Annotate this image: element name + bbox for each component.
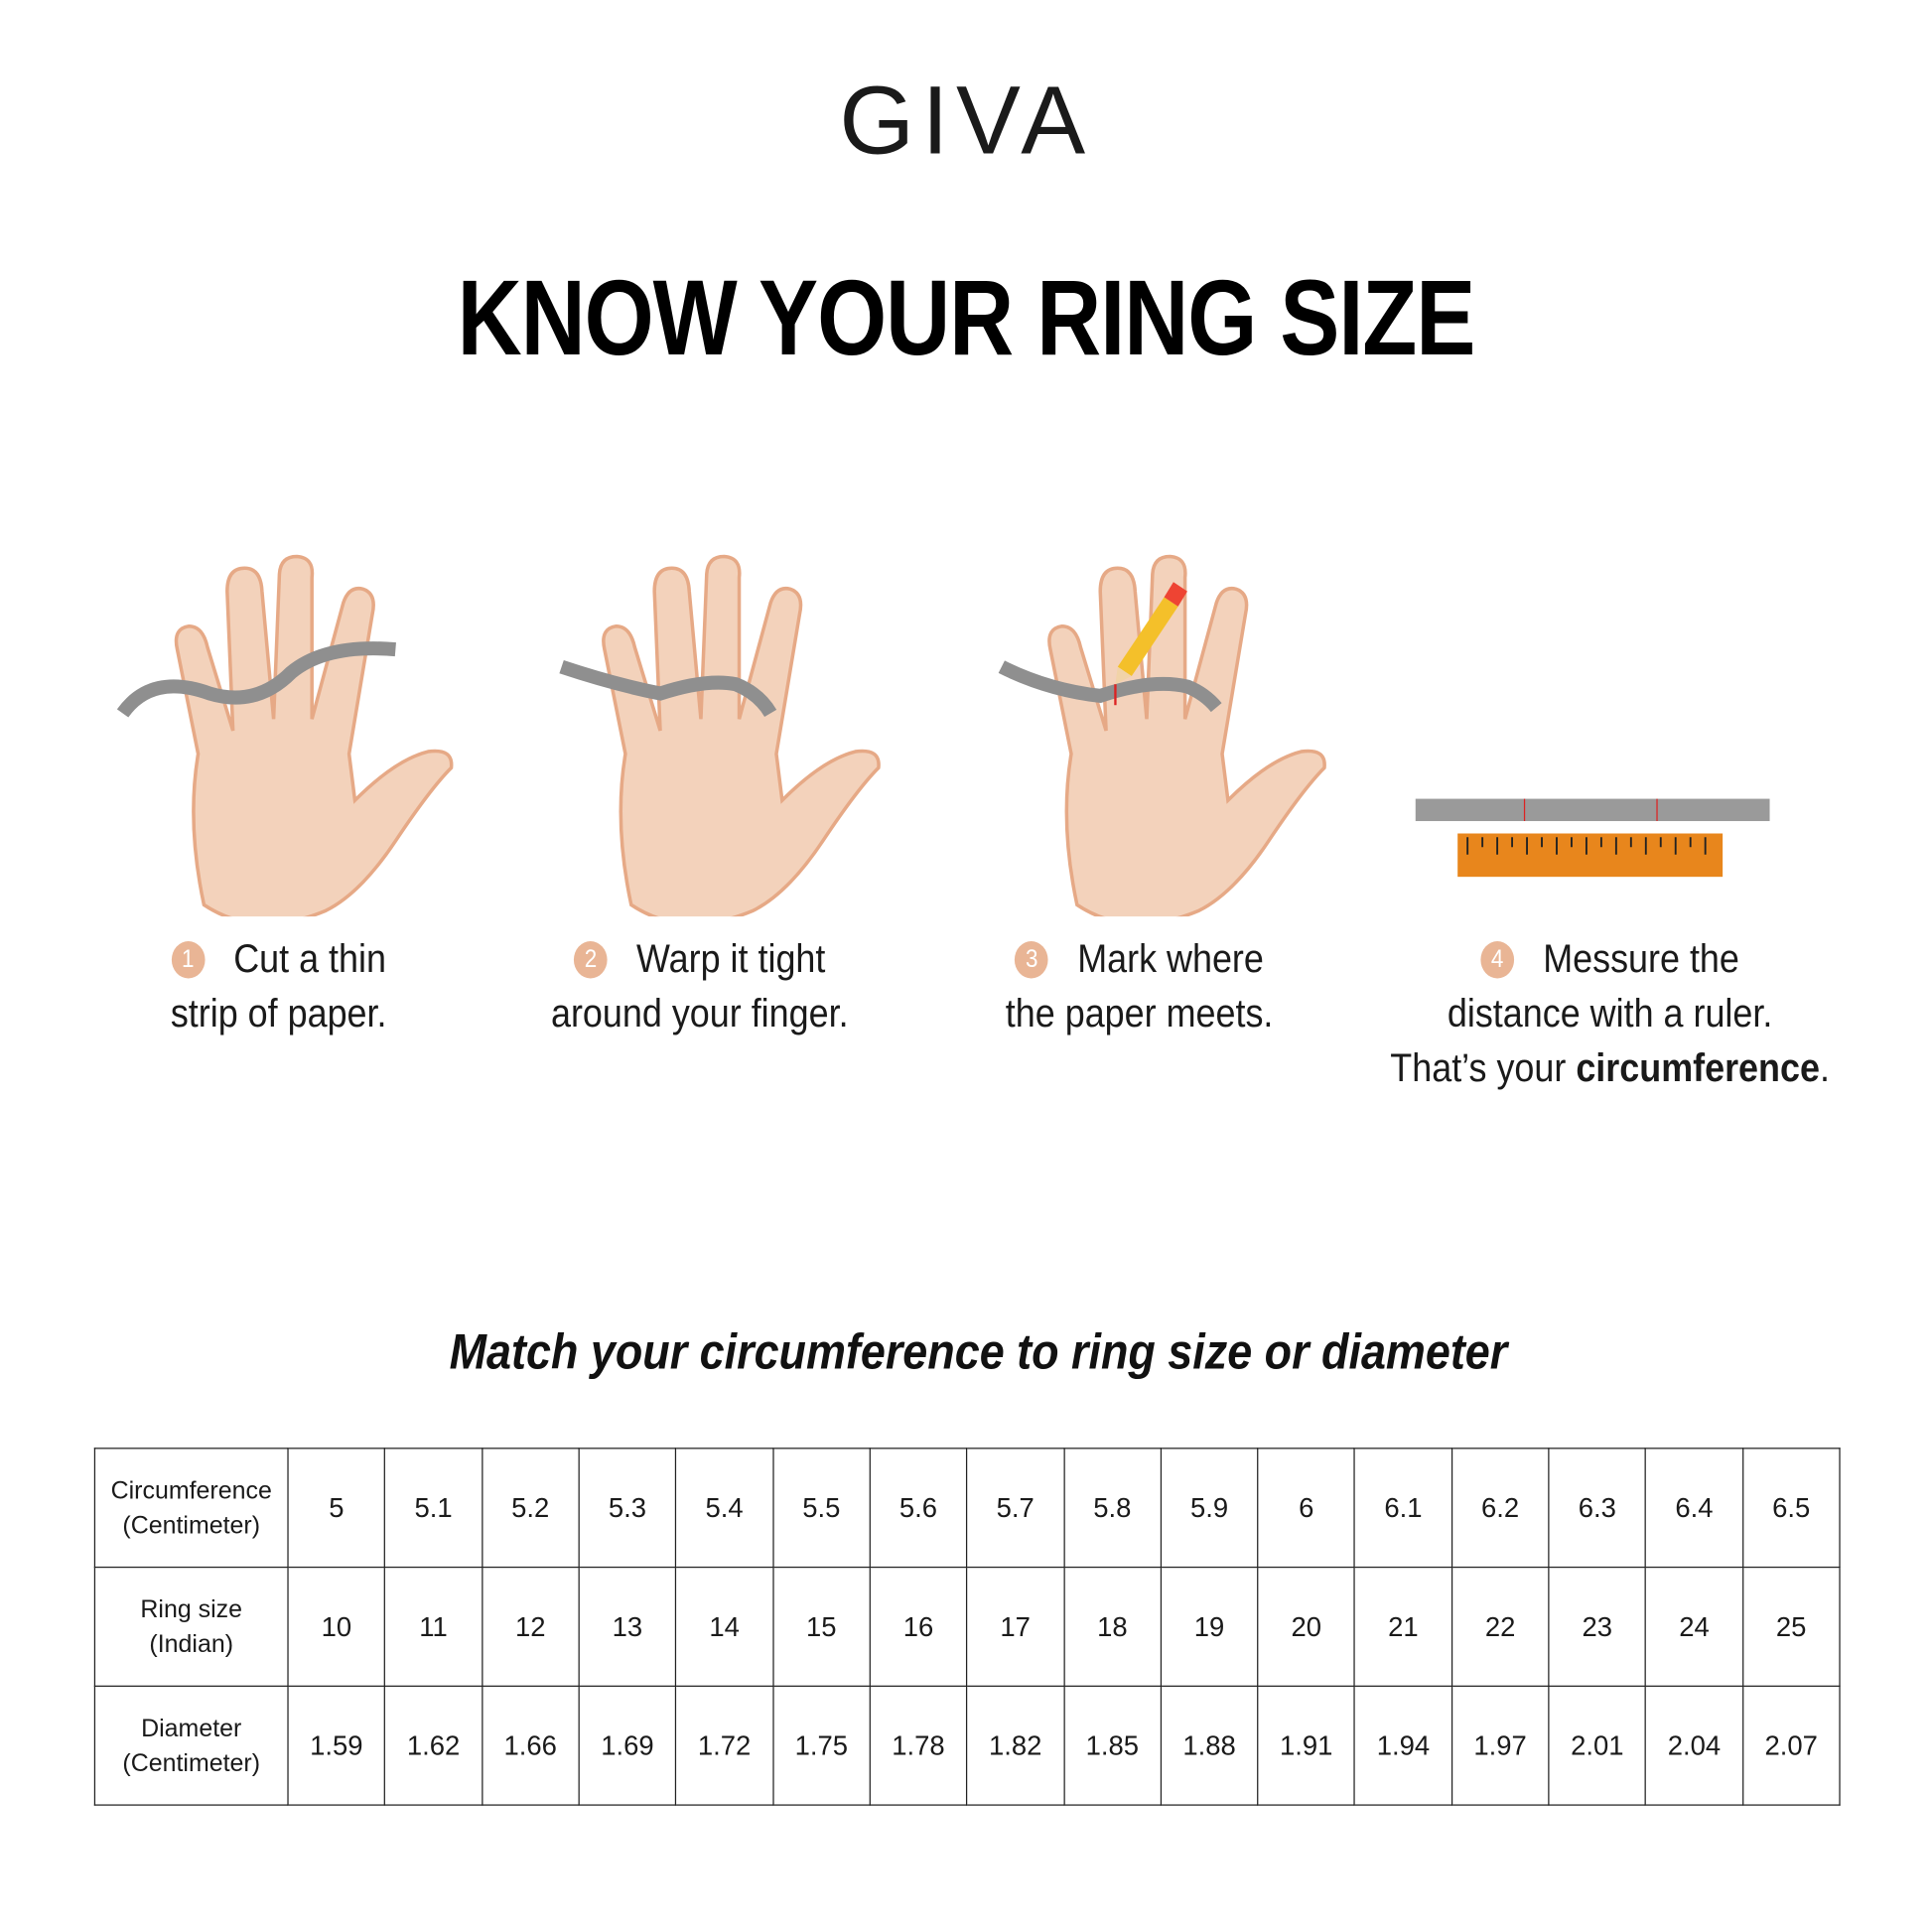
ruler-icon xyxy=(1457,833,1724,878)
step-2: 2 Warp it tight around your finger. xyxy=(550,936,849,1035)
table-cell: 6.2 xyxy=(1450,1448,1550,1569)
giva-logo: GIVA xyxy=(839,66,1093,175)
step-1: 1 Cut a thin strip of paper. xyxy=(170,936,387,1035)
table-cell: 1.59 xyxy=(287,1685,386,1806)
hand-wrap-paper-illustration xyxy=(559,554,881,917)
table-cell: 6.5 xyxy=(1741,1448,1841,1569)
table-cell: 20 xyxy=(1257,1566,1356,1687)
table-cell: 5.3 xyxy=(578,1448,677,1569)
step-number-badge: 2 xyxy=(574,941,608,979)
table-cell: 22 xyxy=(1450,1566,1550,1687)
table-cell: 2.01 xyxy=(1548,1685,1647,1806)
table-cell: 1.66 xyxy=(481,1685,580,1806)
table-cell: 18 xyxy=(1062,1566,1162,1687)
hand-cut-strip-illustration xyxy=(116,554,454,917)
table-cell: 13 xyxy=(578,1566,677,1687)
step-4: 4 Messure the distance with a ruler. That… xyxy=(1390,936,1830,1090)
table-cell: 5.5 xyxy=(771,1448,871,1569)
table-cell: 6.1 xyxy=(1353,1448,1452,1569)
ring-size-table: Circumference (Centimeter) 5 5.1 5.2 5.3 5.4 5.… xyxy=(93,1448,1841,1806)
table-cell: 17 xyxy=(966,1566,1065,1687)
hand-mark-paper-illustration xyxy=(998,554,1326,917)
table-cell: 2.07 xyxy=(1741,1685,1841,1806)
table-cell: 5.7 xyxy=(966,1448,1065,1569)
table-cell: 23 xyxy=(1548,1566,1647,1687)
step-number-badge: 1 xyxy=(171,941,206,979)
pencil-icon xyxy=(1115,582,1187,685)
table-heading: Match your circumference to ring size or… xyxy=(449,1324,1508,1380)
table-cell: 1.75 xyxy=(771,1685,871,1806)
table-cell: 5.6 xyxy=(869,1448,968,1569)
table-cell: 25 xyxy=(1741,1566,1841,1687)
step-number-badge: 3 xyxy=(1015,941,1049,979)
table-cell: 11 xyxy=(384,1566,483,1687)
ruler-and-paper-illustration xyxy=(1415,798,1770,878)
paper-strip xyxy=(559,659,777,718)
table-cell: 14 xyxy=(675,1566,774,1687)
table-cell: 1.62 xyxy=(384,1685,483,1806)
table-cell: 5 xyxy=(287,1448,386,1569)
table-cell: 5.9 xyxy=(1160,1448,1259,1569)
table-cell: 1.82 xyxy=(966,1685,1065,1806)
table-cell: 24 xyxy=(1645,1566,1743,1687)
table-row: Circumference (Centimeter) 5 5.1 5.2 5.3 5.4 5.… xyxy=(93,1448,1841,1569)
table-cell: 16 xyxy=(869,1566,968,1687)
table-cell: 5.4 xyxy=(675,1448,774,1569)
table-cell: 1.91 xyxy=(1257,1685,1356,1806)
table-cell: 12 xyxy=(481,1566,580,1687)
table-cell: 1.78 xyxy=(869,1685,968,1806)
table-cell: 5.8 xyxy=(1062,1448,1162,1569)
step-3: 3 Mark where the paper meets. xyxy=(1005,936,1274,1035)
table-cell: 6 xyxy=(1257,1448,1356,1569)
table-cell: 5.2 xyxy=(481,1448,580,1569)
table-cell: 1.72 xyxy=(675,1685,774,1806)
table-cell: 15 xyxy=(771,1566,871,1687)
step-number-badge: 4 xyxy=(1480,941,1515,979)
paper-strip xyxy=(116,641,396,718)
table-cell: 21 xyxy=(1353,1566,1452,1687)
table-cell: 1.88 xyxy=(1160,1685,1259,1806)
row-header: Circumference (Centimeter) xyxy=(93,1448,289,1569)
table-cell: 19 xyxy=(1160,1566,1259,1687)
table-cell: 1.85 xyxy=(1062,1685,1162,1806)
paper-strip xyxy=(998,660,1222,713)
table-cell: 2.04 xyxy=(1645,1685,1743,1806)
table-cell: 1.69 xyxy=(578,1685,677,1806)
table-cell: 6.3 xyxy=(1548,1448,1647,1569)
table-row: Ring size (Indian) 10 11 12 13 14 15 16 17 18 19 20 2… xyxy=(93,1566,1841,1687)
row-header: Diameter (Centimeter) xyxy=(93,1685,289,1806)
table-cell: 6.4 xyxy=(1645,1448,1743,1569)
table-row: Diameter (Centimeter) 1.59 1.62 1.66 1.69 1.72… xyxy=(93,1685,1841,1806)
table-cell: 1.97 xyxy=(1450,1685,1550,1806)
page-title: KNOW YOUR RING SIZE xyxy=(457,258,1476,378)
table-cell: 10 xyxy=(287,1566,386,1687)
row-header: Ring size (Indian) xyxy=(93,1566,289,1687)
table-cell: 5.1 xyxy=(384,1448,483,1569)
table-cell: 1.94 xyxy=(1353,1685,1452,1806)
